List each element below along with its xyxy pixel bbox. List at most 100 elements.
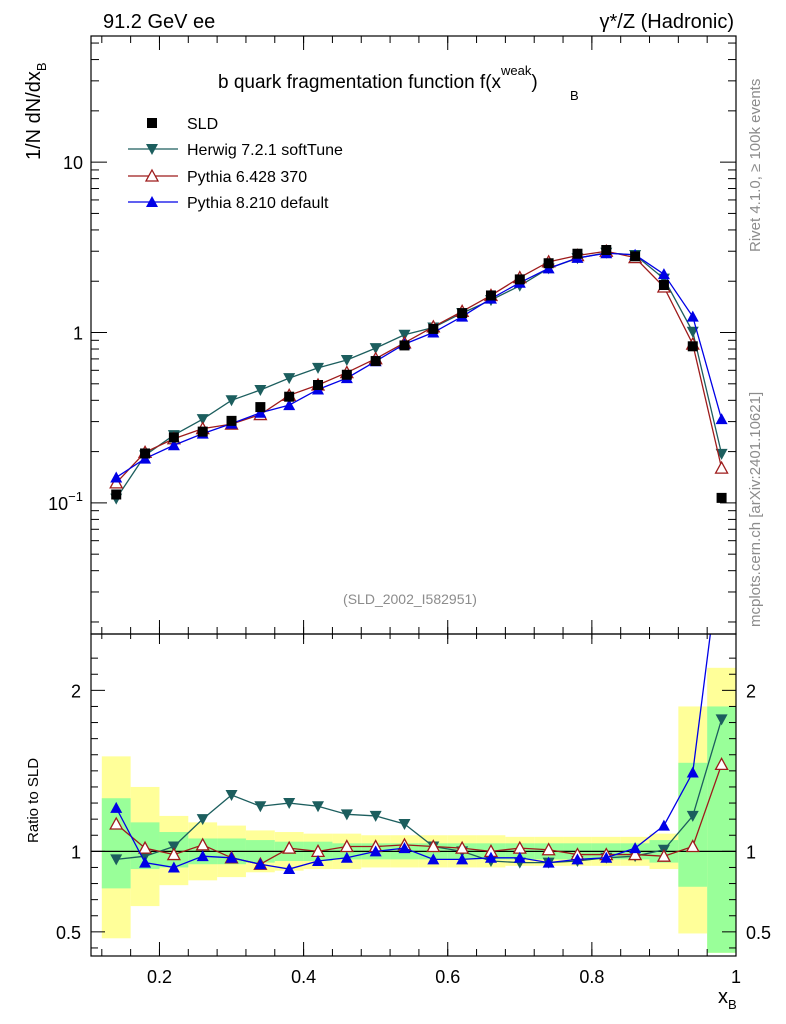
series-point-0 — [340, 354, 353, 366]
ratio-point-2 — [542, 856, 555, 868]
legend-sld-label: SLD — [187, 116, 218, 133]
data-point — [687, 341, 698, 352]
data-point — [341, 369, 352, 380]
data-point — [168, 432, 179, 443]
ratio-tick-label: 0.5 — [56, 923, 81, 943]
ratio-point-1 — [166, 847, 181, 861]
ratio-point-2 — [657, 819, 670, 831]
ratio-point-0 — [254, 801, 267, 813]
data-point — [658, 280, 669, 291]
ratio-point-2 — [398, 842, 411, 854]
band-inner-bin — [707, 706, 736, 953]
series-point-0 — [398, 329, 411, 341]
ratio-point-2 — [600, 851, 613, 863]
ratio-point-0 — [312, 801, 325, 813]
legend-herwig-label: Herwig 7.2.1 softTune — [187, 142, 343, 159]
ratio-point-1 — [282, 840, 297, 854]
ratio-point-2 — [369, 845, 382, 857]
ratio-point-1 — [426, 839, 441, 853]
ratio-point-1 — [137, 840, 153, 854]
y-tick-label: 1 — [73, 324, 83, 344]
ratio-point-1 — [541, 842, 556, 856]
ratio-point-2 — [686, 766, 699, 778]
ratio-point-1 — [685, 839, 700, 853]
ratio-series — [109, 634, 729, 875]
data-point — [255, 402, 266, 413]
ratio-point-1 — [628, 847, 643, 861]
series-point-2 — [167, 439, 180, 451]
ratio-point-2 — [167, 861, 180, 873]
ratio-tick-label-right: 2 — [746, 681, 756, 701]
ratio-point-0 — [283, 798, 296, 810]
data-point — [197, 426, 208, 437]
ratio-point-1 — [455, 840, 470, 854]
legend-pythia6-label: Pythia 6.428 370 — [187, 169, 307, 186]
y-tick-label: 10 — [63, 153, 83, 173]
legend-herwig-marker — [146, 144, 158, 155]
data-point — [111, 489, 122, 500]
ratio-point-2 — [283, 863, 296, 875]
mcplots-label: mcplots.cern.ch [arXiv:2401.10621] — [747, 392, 764, 627]
ratio-point-2 — [456, 853, 469, 865]
series-point-0 — [196, 414, 209, 426]
ratio-point-2 — [139, 856, 152, 868]
series-line-2 — [115, 252, 723, 479]
series-point-0 — [225, 395, 238, 407]
ratio-point-2 — [629, 842, 642, 854]
series-point-2 — [715, 413, 728, 425]
ratio-point-1 — [195, 837, 210, 851]
header-energy: 91.2 GeV ee — [103, 11, 215, 33]
ratio-point-2 — [427, 853, 440, 865]
ratio-point-1 — [339, 839, 354, 853]
series-point-0 — [312, 362, 325, 374]
ratio-point-1 — [109, 816, 124, 830]
ratio-point-0 — [686, 810, 699, 822]
data-point — [514, 274, 525, 285]
ratio-point-2 — [484, 851, 497, 863]
ratio-line-1 — [115, 764, 723, 865]
series-point-0 — [283, 373, 296, 385]
main-series — [109, 243, 729, 505]
x-tick-label: 1 — [731, 967, 741, 987]
x-tick-label: 0.2 — [147, 967, 172, 987]
x-tick-label: 0.4 — [291, 967, 316, 987]
series-point-0 — [254, 384, 267, 396]
x-axis-label: xB — [718, 986, 737, 1012]
data-point — [428, 323, 439, 334]
data-point — [630, 251, 641, 262]
ratio-line-0 — [116, 719, 723, 864]
series-point-2 — [283, 399, 296, 411]
x-tick-label: 0.8 — [579, 967, 604, 987]
ratio-point-0 — [398, 818, 411, 830]
ratio-point-0 — [340, 809, 353, 821]
series-point-0 — [369, 343, 382, 355]
data-point — [284, 391, 295, 402]
ratio-series-2 — [110, 634, 711, 875]
data-point — [716, 492, 727, 503]
ratio-point-2 — [196, 850, 209, 862]
y-tick-label: 10−1 — [48, 489, 83, 514]
series-point-2 — [110, 471, 123, 483]
ratio-line-2 — [115, 634, 711, 870]
data-point — [601, 245, 612, 256]
data-point — [370, 356, 381, 367]
ratio-tick-label: 1 — [71, 842, 81, 862]
ratio-point-0 — [110, 854, 123, 866]
ratio-plot-frame — [90, 633, 737, 957]
legend-sld-marker — [147, 118, 157, 128]
ratio-point-0 — [369, 810, 382, 822]
ratio-point-2 — [110, 801, 123, 813]
data-point — [399, 340, 410, 351]
series-point-0 — [715, 448, 728, 460]
ratio-point-2 — [571, 853, 584, 865]
series-point-2 — [657, 268, 670, 280]
rivet-label: Rivet 4.1.0, ≥ 100k events — [747, 79, 764, 252]
ratio-point-0 — [715, 714, 728, 726]
ratio-point-0 — [225, 790, 238, 801]
ratio-bands — [91, 667, 736, 953]
series-point-1 — [714, 460, 729, 474]
data-point — [313, 379, 324, 390]
ratio-point-1 — [714, 757, 729, 771]
series-point-2 — [254, 406, 267, 418]
ratio-tick-label: 2 — [71, 681, 81, 701]
